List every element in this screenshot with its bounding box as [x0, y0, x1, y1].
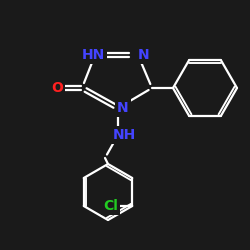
Text: Cl: Cl	[103, 199, 118, 213]
Text: HN: HN	[82, 48, 104, 62]
Text: O: O	[51, 81, 63, 95]
Text: N: N	[138, 48, 150, 62]
Text: NH: NH	[112, 128, 136, 142]
Text: N: N	[117, 101, 129, 115]
